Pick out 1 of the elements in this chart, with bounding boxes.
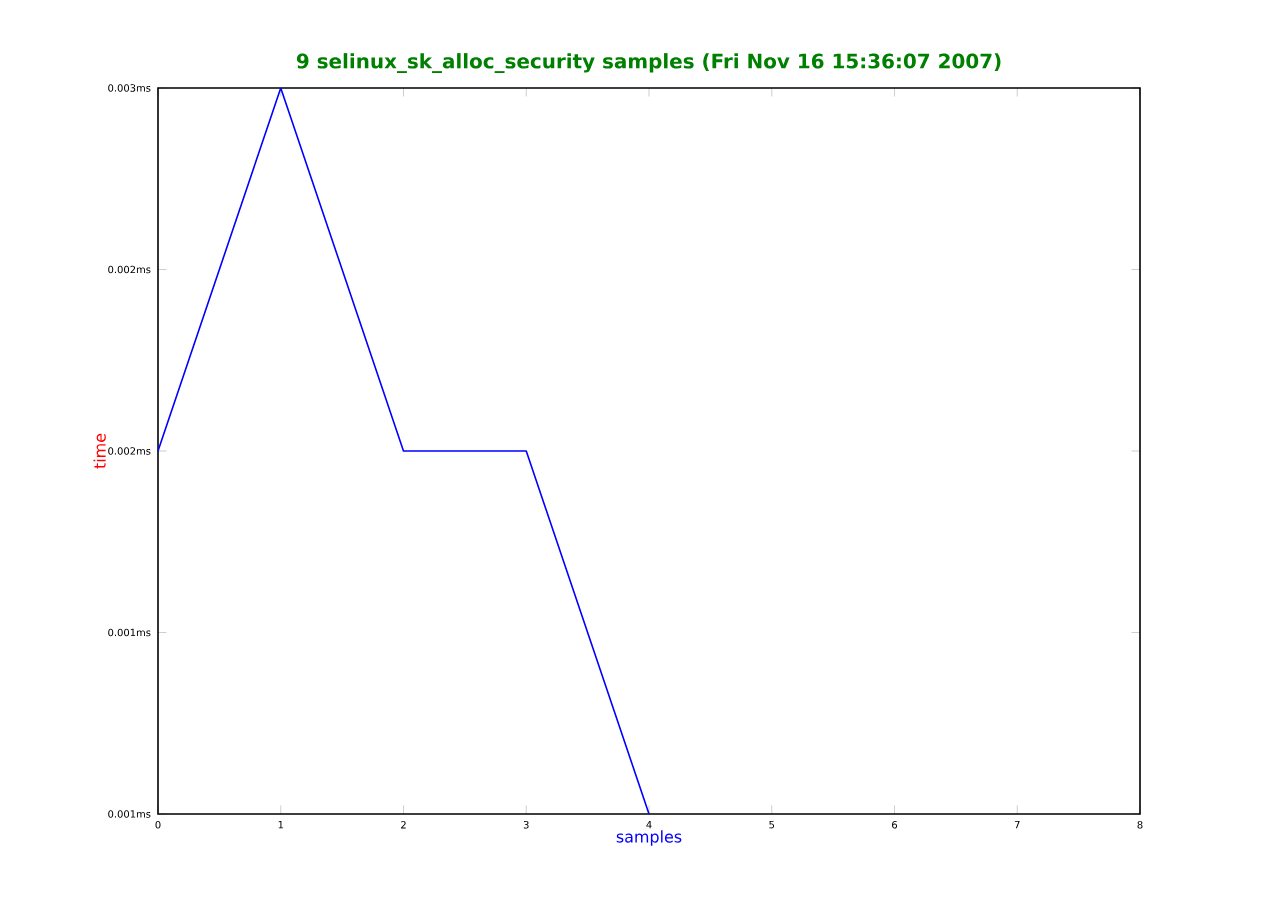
chart-title: 9 selinux_sk_alloc_security samples (Fri Nov 16 15:36:07 2007) [296, 53, 1001, 73]
